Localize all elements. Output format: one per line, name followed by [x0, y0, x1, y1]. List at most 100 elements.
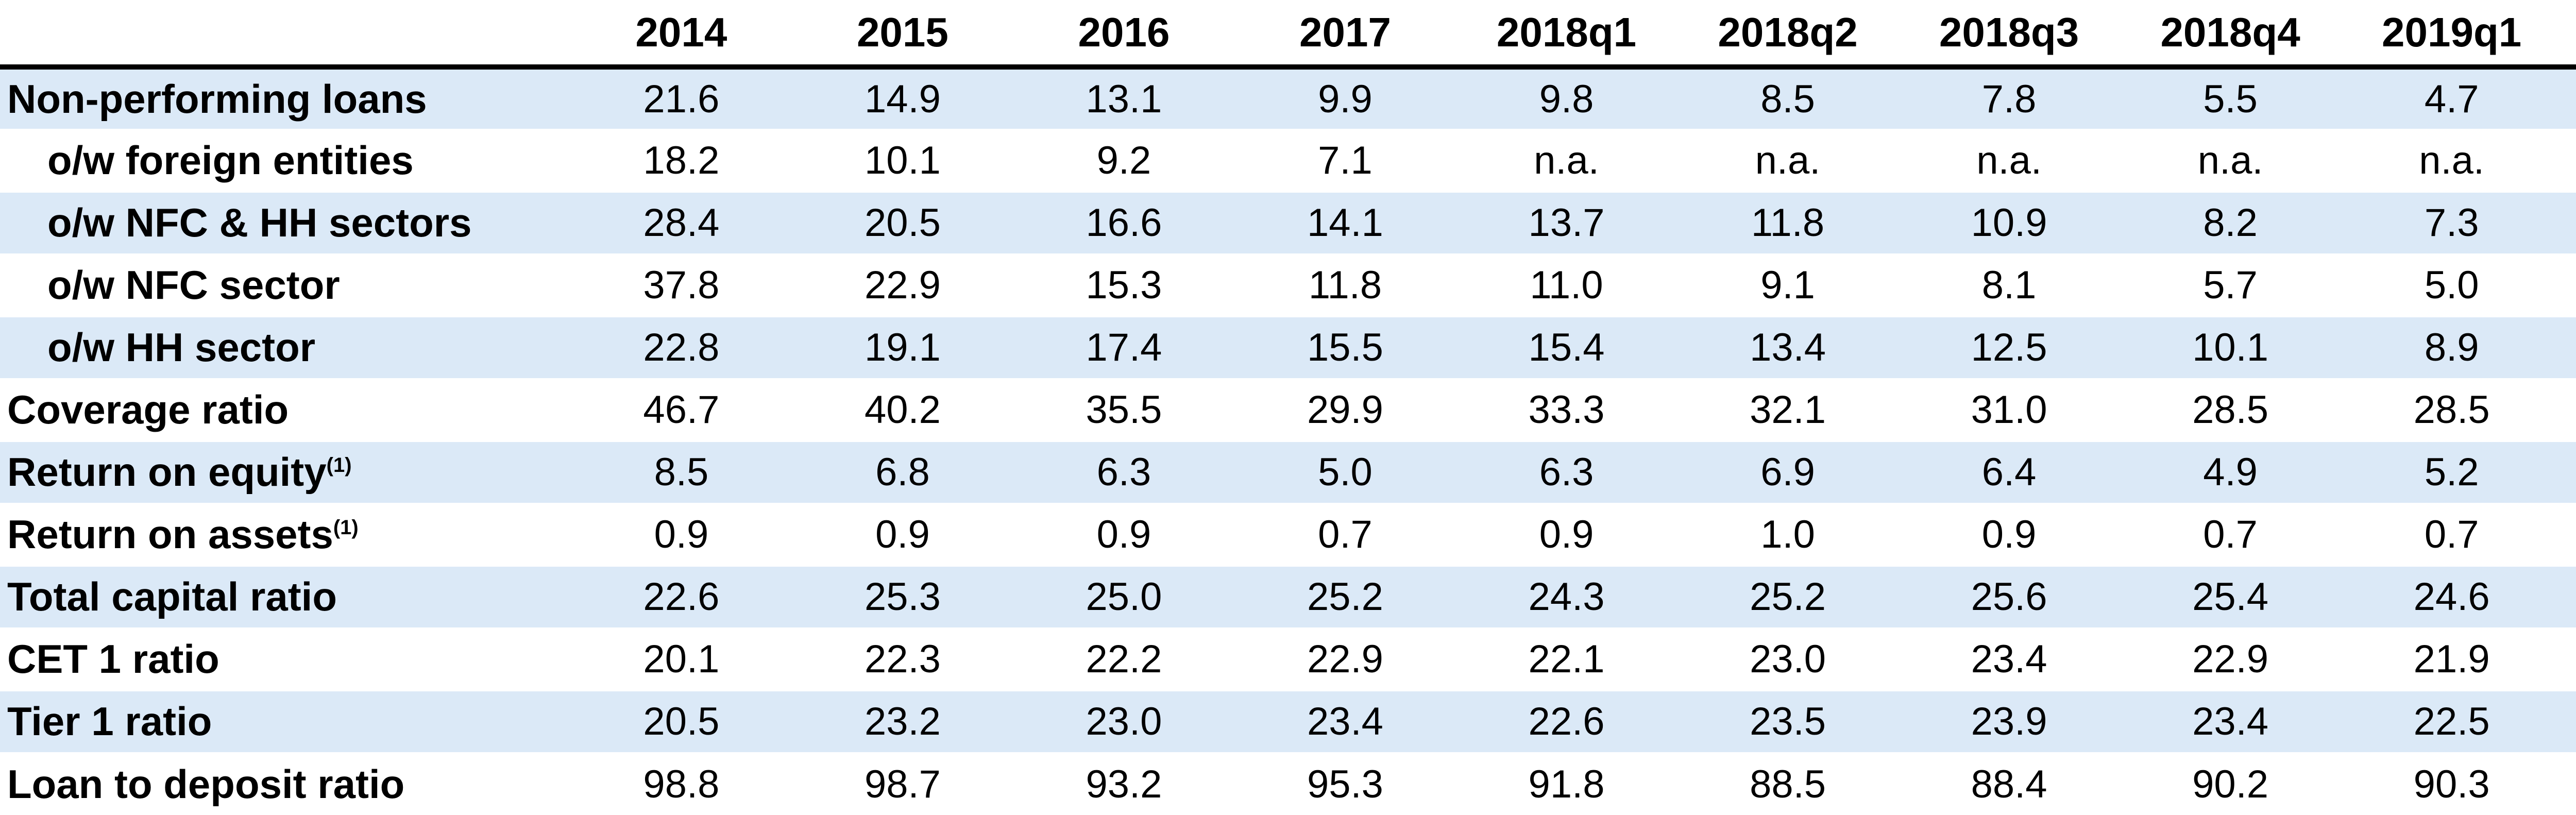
value-cell: 23.0	[1086, 700, 1162, 743]
value-cell: 15.4	[1528, 326, 1605, 369]
value-cell: 6.3	[1096, 450, 1151, 494]
value-cell: 23.0	[1750, 637, 1826, 681]
value-cell: 15.5	[1307, 326, 1383, 369]
value-cell: 13.4	[1750, 326, 1826, 369]
row-label-text: Non-performing loans	[7, 76, 427, 122]
table-row: Coverage ratio 46.7 40.2 35.5 29.9 33.3 32.1 31…	[0, 379, 2576, 441]
row-label: Loan to deposit ratio	[0, 753, 571, 815]
value-cell: 12.5	[1971, 326, 2047, 369]
value-cell: 13.1	[1086, 77, 1162, 121]
value-cell: 4.5	[2562, 441, 2576, 503]
value-cell: 8.9	[2424, 326, 2479, 369]
value-cell: 22.6	[643, 575, 720, 619]
value-cell: 6.9	[1760, 450, 1815, 494]
value-cell: 28.4	[643, 201, 720, 245]
value-cell: 13.7	[1528, 201, 1605, 245]
value-cell: 27.4	[2562, 379, 2576, 441]
period-column-header: 2019q2	[2562, 0, 2576, 70]
value-cell: 31.0	[1971, 388, 2047, 432]
period-column-header: 2018q4	[2120, 0, 2341, 70]
row-label-text: o/w NFC & HH sectors	[47, 200, 472, 245]
row-label: Non-performing loans	[0, 67, 571, 129]
value-cell: 25.6	[1971, 575, 2047, 619]
table-row: Total capital ratio 22.6 25.3 25.0 25.2 24.3 2…	[0, 566, 2576, 628]
value-cell: 23.4	[1971, 637, 2047, 681]
value-cell: 18.2	[643, 139, 720, 182]
value-cell: 24.3	[2562, 566, 2576, 628]
row-label: o/w NFC & HH sectors	[0, 192, 571, 254]
value-cell: 9.1	[1760, 263, 1815, 307]
value-cell: 4.9	[2203, 450, 2258, 494]
value-cell: 23.4	[2192, 700, 2269, 743]
value-cell: 22.8	[643, 326, 720, 369]
value-cell: 93.2	[1086, 762, 1162, 806]
value-cell: 22.2	[1086, 637, 1162, 681]
value-cell: 40.2	[864, 388, 941, 432]
value-cell: 0.7	[1318, 513, 1372, 556]
value-cell: 10.9	[1971, 201, 2047, 245]
value-cell: 1.0	[1760, 513, 1815, 556]
row-label: Return on assets(1)	[0, 503, 571, 566]
value-cell: 22.6	[1528, 700, 1605, 743]
value-cell: 23.5	[1750, 700, 1826, 743]
value-cell: 0.7	[2424, 513, 2479, 556]
value-cell: 5.7	[2203, 263, 2258, 307]
value-cell: 16.6	[1086, 201, 1162, 245]
value-cell: 14.9	[864, 77, 941, 121]
value-cell: 5.5	[2203, 77, 2258, 121]
period-column-header: 2017	[1234, 0, 1456, 70]
value-cell: 22.1	[1528, 637, 1605, 681]
table-row: o/w foreign entities 18.2 10.1 9.2 7.1 n.a. n.…	[0, 129, 2576, 192]
value-cell: 37.8	[643, 263, 720, 307]
value-cell: 25.0	[1086, 575, 1162, 619]
value-cell: 11.0	[1530, 263, 1603, 307]
table-row: o/w HH sector 22.8 19.1 17.4 15.5 15.4 13.4 12.…	[0, 316, 2576, 379]
value-cell: 6.3	[1539, 450, 1594, 494]
value-cell: 10.1	[2192, 326, 2269, 369]
value-cell: 91.8	[1528, 762, 1605, 806]
value-cell: 22.9	[2192, 637, 2269, 681]
value-cell: 8.1	[1981, 263, 2037, 307]
period-column-header: 2015	[792, 0, 1013, 70]
value-cell: 8.2	[2203, 201, 2258, 245]
value-cell: 9.8	[1539, 77, 1594, 121]
value-cell: 23.4	[1307, 700, 1383, 743]
row-label: o/w foreign entities	[0, 129, 571, 192]
period-column-header: 2014	[570, 0, 792, 70]
value-cell: 95.3	[1307, 762, 1383, 806]
footnote-marker: (1)	[326, 454, 352, 477]
value-cell: 33.3	[1528, 388, 1605, 432]
table-body: Non-performing loans 21.6 14.9 13.1 9.9 9.8 8.…	[0, 67, 2576, 815]
value-cell: 0.9	[875, 513, 930, 556]
value-cell: 7.8	[1981, 77, 2037, 121]
value-cell: 8.5	[2562, 316, 2576, 379]
value-cell: 0.9	[1096, 513, 1151, 556]
value-cell: n.a.	[1755, 139, 1821, 182]
value-cell: 46.7	[643, 388, 720, 432]
value-cell: 25.2	[1750, 575, 1826, 619]
value-cell: 22.3	[864, 637, 941, 681]
value-cell: 0.6	[2562, 503, 2576, 566]
table-row: o/w NFC & HH sectors 28.4 20.5 16.6 14.1 13.7…	[0, 192, 2576, 254]
value-cell: 22.9	[1307, 637, 1383, 681]
value-cell: 11.8	[1751, 201, 1825, 245]
value-cell: 98.8	[643, 762, 720, 806]
value-cell: 6.4	[1981, 450, 2037, 494]
value-cell: 23.9	[1971, 700, 2047, 743]
header-row: 2014 2015 2016 2017 2018q1 2018q2 2018q3 2018q4…	[0, 0, 2576, 70]
value-cell: 4.7	[2424, 77, 2479, 121]
value-cell: 28.5	[2192, 388, 2269, 432]
row-label-text: Coverage ratio	[7, 387, 289, 432]
value-cell: 4.4	[2562, 254, 2576, 316]
value-cell: 19.1	[864, 326, 941, 369]
value-cell: 25.2	[1307, 575, 1383, 619]
value-cell: 7.1	[1318, 139, 1372, 182]
value-cell: 5.0	[2424, 263, 2479, 307]
value-cell: 98.7	[864, 762, 941, 806]
value-cell: n.a.	[2197, 139, 2263, 182]
value-cell: 4.2	[2562, 67, 2576, 129]
value-cell: 90.2	[2192, 762, 2269, 806]
value-cell: 20.1	[643, 637, 720, 681]
value-cell: 9.9	[1318, 77, 1372, 121]
